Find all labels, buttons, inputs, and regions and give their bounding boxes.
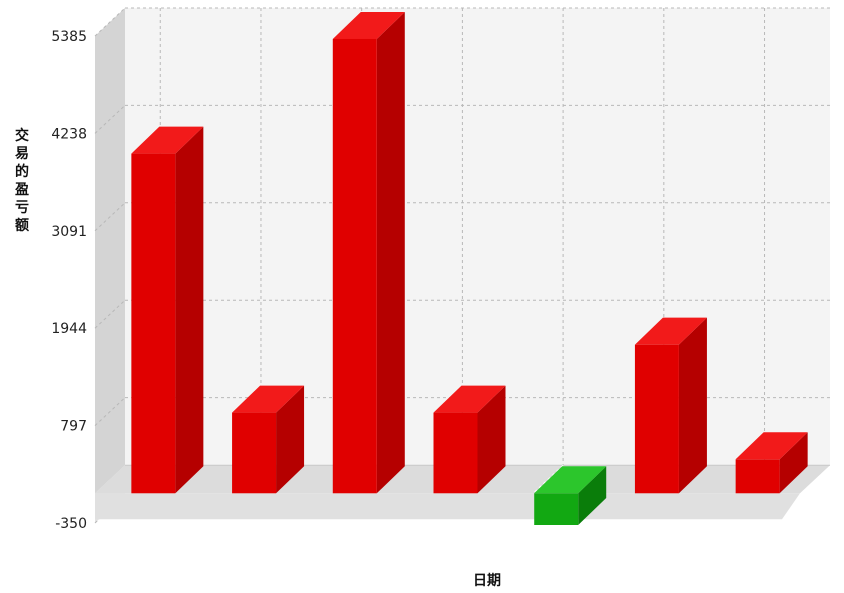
bar-front <box>433 412 478 494</box>
grid-line-side <box>94 105 126 134</box>
bar-front <box>534 493 579 525</box>
y-tick-labels: -350 797 1944 3091 4238 5385 <box>51 29 87 532</box>
y-tick-label: 4238 <box>51 126 87 142</box>
y-tick-label: 797 <box>60 419 87 435</box>
y-axis-title-char: 额 <box>15 217 29 234</box>
bars <box>131 11 808 525</box>
bar-3 <box>332 11 405 494</box>
bar-front <box>232 412 277 494</box>
y-tick-label: 3091 <box>51 224 87 240</box>
left-wall <box>95 8 125 494</box>
y-axis-title-char: 盈 <box>14 182 29 198</box>
y-axis-title-char: 亏 <box>15 200 29 216</box>
grid-line-side <box>94 397 126 426</box>
bar-top <box>232 385 305 413</box>
bar-side <box>276 385 305 494</box>
bar-6 <box>634 317 707 494</box>
y-tick-label: 1944 <box>51 321 87 337</box>
bar-2 <box>232 385 305 494</box>
bar-front <box>634 344 679 494</box>
bar-top <box>433 385 506 413</box>
grid-line-side <box>94 7 126 37</box>
grid-line-side <box>94 299 126 329</box>
bar-front <box>735 459 780 494</box>
y-axis-title: 交易的盈亏额 <box>14 127 29 234</box>
bar-side <box>376 11 405 494</box>
bar-front <box>131 153 176 494</box>
bar-side <box>678 317 707 494</box>
x-axis-title: 日期 <box>473 573 501 589</box>
bar-5 <box>534 466 607 525</box>
bar-side <box>175 126 204 494</box>
y-axis-title-char: 交 <box>15 127 29 144</box>
y-axis-title-char: 的 <box>15 163 29 180</box>
y-tick-label: -350 <box>55 516 87 532</box>
bar-top <box>634 317 707 345</box>
bar-top <box>131 126 204 154</box>
bar-side <box>578 466 607 525</box>
bar-1 <box>131 126 204 494</box>
bar-4 <box>433 385 506 494</box>
bar-top <box>332 11 405 39</box>
y-tick-label: 5385 <box>51 29 87 45</box>
grid-line-side <box>94 202 126 232</box>
bar-7 <box>735 432 808 494</box>
y-axis-title-char: 易 <box>15 146 29 162</box>
bar-top <box>534 466 607 494</box>
bar-side <box>779 432 808 494</box>
floor-grid-line <box>532 464 564 494</box>
bar-side <box>477 385 506 494</box>
bar-top <box>735 432 808 460</box>
bar-front <box>332 38 377 494</box>
floor-front <box>95 493 800 520</box>
